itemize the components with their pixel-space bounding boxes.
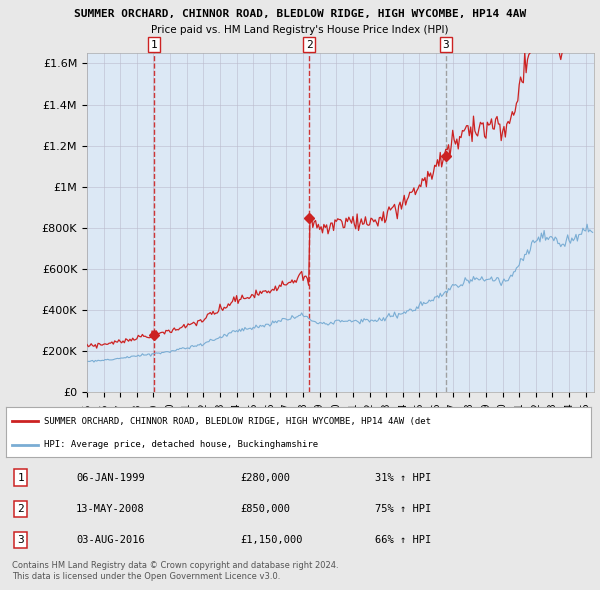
Text: 1: 1 [17,473,24,483]
Text: 03-AUG-2016: 03-AUG-2016 [76,535,145,545]
Text: 1: 1 [151,40,157,50]
Text: 2: 2 [17,504,24,514]
Text: £1,150,000: £1,150,000 [240,535,302,545]
Text: 3: 3 [17,535,24,545]
Text: 06-JAN-1999: 06-JAN-1999 [76,473,145,483]
Text: Contains HM Land Registry data © Crown copyright and database right 2024.: Contains HM Land Registry data © Crown c… [12,560,338,569]
Text: HPI: Average price, detached house, Buckinghamshire: HPI: Average price, detached house, Buck… [44,440,318,449]
Text: SUMMER ORCHARD, CHINNOR ROAD, BLEDLOW RIDGE, HIGH WYCOMBE, HP14 4AW (det: SUMMER ORCHARD, CHINNOR ROAD, BLEDLOW RI… [44,417,431,425]
Text: £280,000: £280,000 [240,473,290,483]
Text: 75% ↑ HPI: 75% ↑ HPI [374,504,431,514]
Text: Price paid vs. HM Land Registry's House Price Index (HPI): Price paid vs. HM Land Registry's House … [151,25,449,35]
Text: This data is licensed under the Open Government Licence v3.0.: This data is licensed under the Open Gov… [12,572,280,581]
Text: 66% ↑ HPI: 66% ↑ HPI [374,535,431,545]
Text: 31% ↑ HPI: 31% ↑ HPI [374,473,431,483]
Text: 2: 2 [306,40,313,50]
Text: 13-MAY-2008: 13-MAY-2008 [76,504,145,514]
Text: 3: 3 [443,40,449,50]
Text: £850,000: £850,000 [240,504,290,514]
Text: SUMMER ORCHARD, CHINNOR ROAD, BLEDLOW RIDGE, HIGH WYCOMBE, HP14 4AW: SUMMER ORCHARD, CHINNOR ROAD, BLEDLOW RI… [74,9,526,19]
